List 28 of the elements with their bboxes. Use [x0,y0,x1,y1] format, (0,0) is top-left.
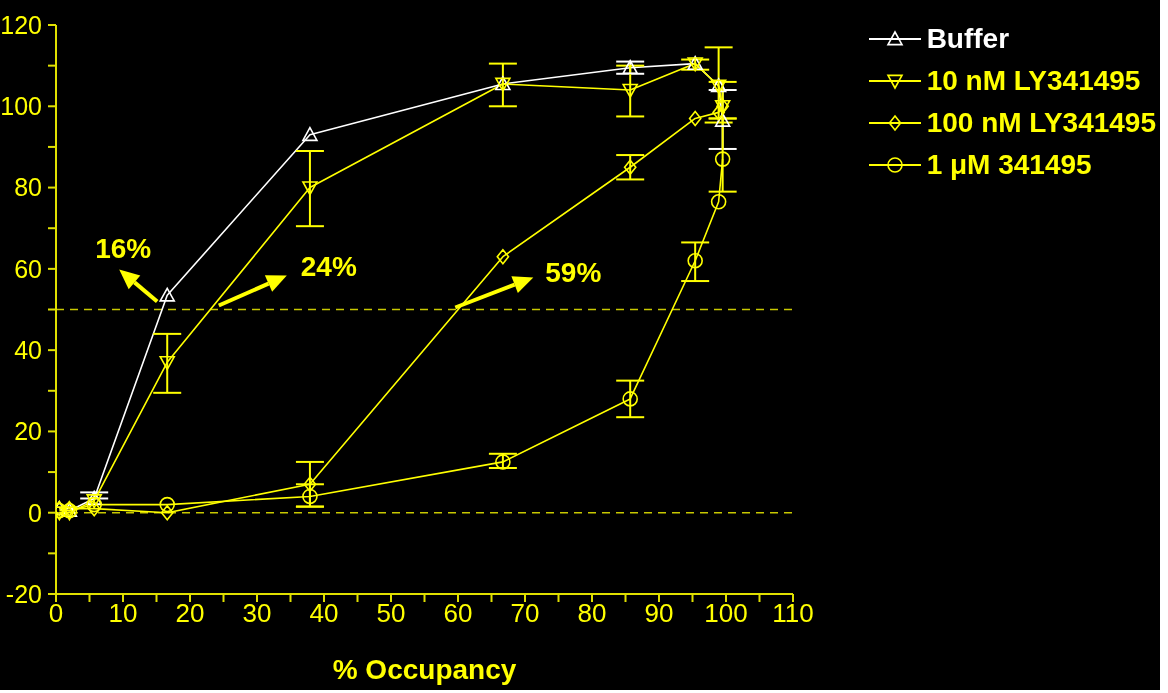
x-axis-title: % Occupancy [332,654,517,685]
y-tick-label: 100 [0,92,42,121]
x-tick-label: 30 [242,598,272,629]
y-tick-label: 60 [14,254,42,283]
x-tick-label: 20 [175,598,205,629]
x-tick-label: 90 [644,598,674,629]
x-tick-label: 50 [376,598,406,629]
y-tick-label: 80 [14,173,42,202]
x-tick-label: 110 [772,598,814,629]
x-tick-label: 60 [443,598,473,629]
legend-label: 1 μM 341495 [926,149,1092,181]
x-tick-label: 0 [48,598,64,629]
x-tick-label: 10 [108,598,138,629]
x-tick-label: 70 [510,598,540,629]
x-tick-label: 40 [309,598,339,629]
x-tick-label: 100 [704,598,748,629]
legend-label: 10 nM LY341495 [926,65,1141,97]
legend-label: 100 nM LY341495 [926,107,1156,139]
annotation: 16% [95,232,152,264]
y-tick-label: 40 [14,336,42,365]
annotation: 24% [300,250,357,282]
y-tick-label: 120 [0,10,42,39]
y-tick-label: -20 [5,579,42,608]
legend-label: Buffer [926,23,1010,55]
x-tick-label: 80 [577,598,607,629]
y-tick-label: 0 [28,498,42,527]
annotation: 59% [545,256,602,288]
y-tick-label: 20 [14,417,42,446]
